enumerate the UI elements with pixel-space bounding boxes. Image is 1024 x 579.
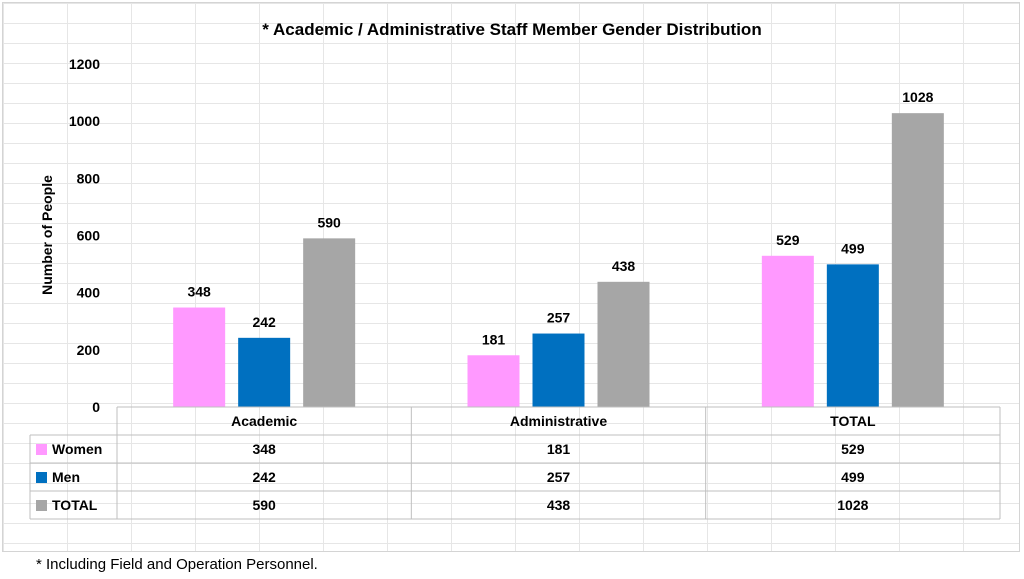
bar-total-academic xyxy=(303,238,356,407)
bar-men-administrative xyxy=(532,333,585,407)
y-tick-label: 0 xyxy=(92,399,100,415)
y-tick-label: 1000 xyxy=(69,113,100,129)
y-tick-label: 400 xyxy=(77,285,101,301)
data-label: 529 xyxy=(776,232,800,248)
data-label: 499 xyxy=(841,240,865,256)
legend-label: Men xyxy=(52,469,80,485)
bar-men-academic xyxy=(238,337,291,407)
table-cell: 348 xyxy=(252,441,276,457)
legend-label: TOTAL xyxy=(52,497,98,513)
data-label: 1028 xyxy=(902,89,933,105)
table-cell: 181 xyxy=(547,441,571,457)
table-cell: 529 xyxy=(841,441,865,457)
legend-label: Women xyxy=(52,441,102,457)
x-tick-label: TOTAL xyxy=(830,413,876,429)
data-label: 257 xyxy=(547,310,571,326)
data-label: 242 xyxy=(252,314,276,330)
y-axis-title: Number of People xyxy=(39,175,55,295)
legend-key-women xyxy=(36,444,47,455)
legend-key-men xyxy=(36,472,47,483)
x-tick-label: Administrative xyxy=(510,413,607,429)
bar-women-total xyxy=(761,255,814,407)
legend-key-total xyxy=(36,500,47,511)
table-cell: 499 xyxy=(841,469,865,485)
data-label: 348 xyxy=(187,284,211,300)
y-tick-label: 200 xyxy=(77,342,101,358)
table-cell: 438 xyxy=(547,497,571,513)
data-label: 590 xyxy=(317,214,341,230)
table-cell: 590 xyxy=(252,497,276,513)
table-cell: 257 xyxy=(547,469,571,485)
table-cell: 1028 xyxy=(837,497,868,513)
chart-title: * Academic / Administrative Staff Member… xyxy=(262,20,761,39)
footnote: * Including Field and Operation Personne… xyxy=(36,556,318,573)
y-tick-label: 600 xyxy=(77,228,101,244)
x-tick-label: Academic xyxy=(231,413,297,429)
bar-women-administrative xyxy=(467,355,520,407)
y-tick-label: 1200 xyxy=(69,56,100,72)
bar-total-total xyxy=(891,113,944,407)
table-cell: 242 xyxy=(252,469,276,485)
bar-chart: * Academic / Administrative Staff Member… xyxy=(29,20,1001,520)
bar-total-administrative xyxy=(597,281,650,407)
y-tick-label: 800 xyxy=(77,170,101,186)
bar-women-academic xyxy=(173,307,226,407)
data-label: 438 xyxy=(612,258,636,274)
data-label: 181 xyxy=(482,331,506,347)
bar-men-total xyxy=(826,264,879,407)
